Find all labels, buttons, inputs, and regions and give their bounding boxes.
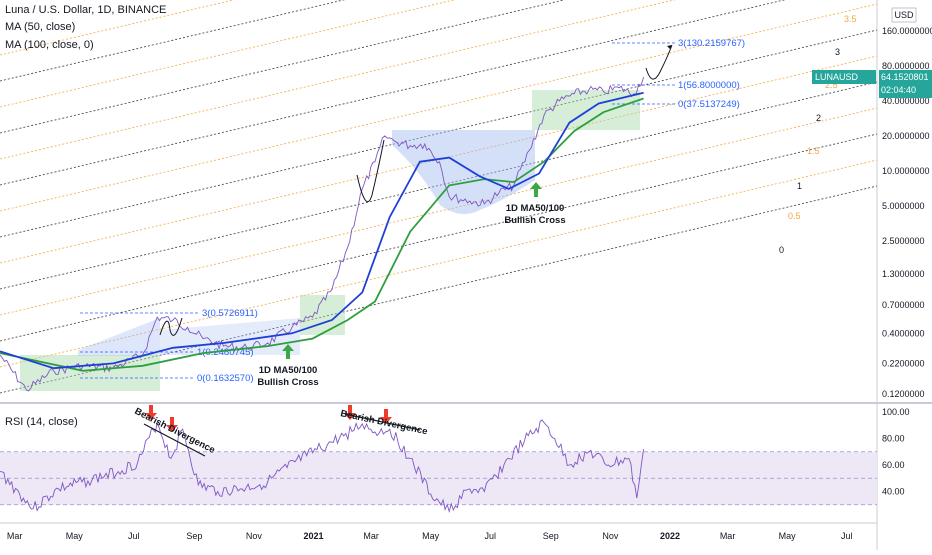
symbol-title: Luna / U.S. Dollar, 1D, BINANCE <box>5 4 167 16</box>
price-tick-label: 1.3000000 <box>882 269 925 279</box>
price-tick-label: 20.0000000 <box>882 131 930 141</box>
symbol-tag: LUNAUSD <box>815 72 859 82</box>
box-2020-base <box>20 355 160 391</box>
time-tick-label: May <box>66 531 84 541</box>
currency-label: USD <box>894 10 914 20</box>
rsi-tick-label: 80.00 <box>882 434 905 444</box>
cross1-arrow <box>282 344 294 359</box>
price-tick-label: 40.0000000 <box>882 96 930 106</box>
price-tick-label: 0.7000000 <box>882 300 925 310</box>
fib-label-black: 1 <box>797 181 802 191</box>
time-axis: Mar May Jul Sep Nov 2021 Mar May Jul Sep Nov 2022 Ma… <box>7 531 853 541</box>
cross1-note-line2: Bullish Cross <box>257 377 318 388</box>
rsi-legend: RSI (14, close) <box>5 416 78 428</box>
cross1-note-line1: 1D MA50/100 <box>259 365 318 376</box>
projection-2020 <box>159 317 183 336</box>
ma50-legend: MA (50, close) <box>5 21 76 33</box>
level-2020-label: 3(0.5726911) <box>202 308 258 319</box>
price-tick-label: 2.5000000 <box>882 236 925 246</box>
time-tick-label: Jul <box>841 531 853 541</box>
time-tick-label: 2022 <box>660 531 680 541</box>
fib-channel: 0 1 2 3 0.5 1.5 2.5 3.5 <box>0 0 878 394</box>
fib-label-orange: 0.5 <box>788 211 801 221</box>
time-tick-label: Sep <box>186 531 202 541</box>
ma100-line <box>0 97 644 372</box>
fib-label-orange: 1.5 <box>807 146 820 156</box>
projection-arrowhead <box>667 45 672 49</box>
cross2-note-line2: Bullish Cross <box>504 215 565 226</box>
time-tick-label: Nov <box>246 531 263 541</box>
price-axis: 160.0000000 80.0000000 40.0000000 20.000000… <box>882 7 932 399</box>
projections <box>159 44 673 336</box>
time-tick-label: May <box>779 531 797 541</box>
fib-label-orange: 2.5 <box>825 80 838 90</box>
symbol-tag-bg <box>812 70 876 84</box>
rsi-tick-label: 60.00 <box>882 460 905 470</box>
fib-label-orange: 3.5 <box>844 14 857 24</box>
rsi-line <box>0 419 645 514</box>
time-tick-label: Sep <box>543 531 559 541</box>
divergence1-line <box>143 423 206 457</box>
fib-label-black: 0 <box>779 245 784 255</box>
box-2020-upper <box>78 318 160 356</box>
price-tag: LUNAUSD 64.1520801 02:04:40 <box>812 70 932 98</box>
level-2020-label: 1(0.2480745) <box>197 347 254 358</box>
level-2020-label: 0(0.1632570) <box>197 373 254 384</box>
divergence1-arrow-a <box>145 405 157 420</box>
level-2021-label: 3(130.2159767) <box>678 38 745 49</box>
price-tag-countdown: 02:04:40 <box>881 85 916 95</box>
fib-label-black: 3 <box>835 47 840 57</box>
time-tick-label: Jul <box>128 531 140 541</box>
price-tick-label: 5.0000000 <box>882 201 925 211</box>
divergence1-arrow-b <box>166 417 178 432</box>
time-tick-label: Jul <box>485 531 497 541</box>
divergence2-line <box>344 413 421 431</box>
rsi-tick-label: 100.00 <box>882 407 910 417</box>
divergence2-arrow-b <box>380 409 392 424</box>
time-tick-label: Mar <box>720 531 736 541</box>
price-tick-label: 0.4000000 <box>882 328 925 338</box>
price-line <box>0 76 645 392</box>
price-tick-label: 0.1200000 <box>882 389 925 399</box>
time-tick-label: 2021 <box>303 531 323 541</box>
ma100-legend: MA (100, close, 0) <box>5 39 94 51</box>
projection-2021-late <box>645 44 673 80</box>
cross2-arrow <box>530 182 542 197</box>
time-tick-label: Mar <box>7 531 23 541</box>
ma50-line <box>0 91 644 370</box>
level-2021-label: 0(37.5137249) <box>678 99 740 110</box>
currency-box <box>891 7 917 23</box>
zones <box>20 90 640 391</box>
price-tag-bg <box>879 70 932 98</box>
fib-orange-line <box>0 0 456 108</box>
time-tick-label: Nov <box>602 531 619 541</box>
rsi-tick-label: 40.00 <box>882 487 905 497</box>
series <box>0 76 645 392</box>
level-lines: 3(0.5726911) 1(0.2480745) 0(0.1632570) 3(13… <box>80 38 745 384</box>
price-tick-label: 80.0000000 <box>882 61 930 71</box>
price-tick-label: 0.2200000 <box>882 358 925 368</box>
price-tick-label: 10.0000000 <box>882 166 930 176</box>
time-tick-label: Mar <box>363 531 379 541</box>
level-2021-label: 1(56.8000000) <box>678 80 740 91</box>
time-tick-label: May <box>422 531 440 541</box>
price-tag-value: 64.1520801 <box>881 72 929 82</box>
fib-label-black: 2 <box>816 113 821 123</box>
cross2-note-line1: 1D MA50/100 <box>506 203 565 214</box>
projection-2021-early <box>356 139 385 203</box>
divergence1-label: Bearish Divergence <box>133 406 217 456</box>
price-tick-label: 160.0000000 <box>882 26 932 36</box>
